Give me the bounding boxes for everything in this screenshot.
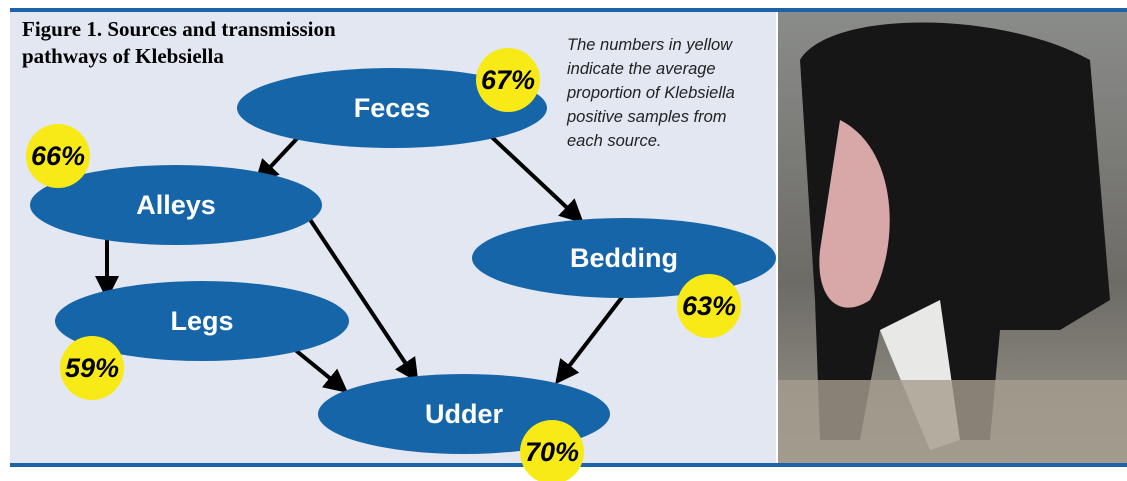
percent-label: 70%	[525, 437, 579, 467]
note-line: The numbers in yellow	[567, 36, 733, 54]
page: Figure 1. Sources and transmission pathw…	[0, 0, 1127, 481]
top-rule	[10, 8, 1127, 12]
figure: Figure 1. Sources and transmission pathw…	[0, 0, 1127, 481]
node-label: Alleys	[136, 190, 216, 220]
node-label: Feces	[354, 93, 431, 123]
note-line: indicate the average	[567, 60, 716, 78]
percent-label: 66%	[31, 141, 85, 171]
percent-label: 67%	[481, 65, 535, 95]
percent-label: 63%	[682, 291, 736, 321]
note-line: proportion of Klebsiella	[566, 84, 735, 102]
photo	[778, 12, 1127, 463]
note-line: positive samples from	[566, 108, 727, 126]
node-label: Udder	[425, 399, 504, 429]
title-line: pathways of Klebsiella	[22, 44, 224, 68]
percent-label: 59%	[65, 353, 119, 383]
title-line: Figure 1. Sources and transmission	[22, 17, 336, 41]
note-line: each source.	[567, 132, 661, 150]
node-label: Legs	[170, 306, 233, 336]
node-label: Bedding	[570, 243, 678, 273]
